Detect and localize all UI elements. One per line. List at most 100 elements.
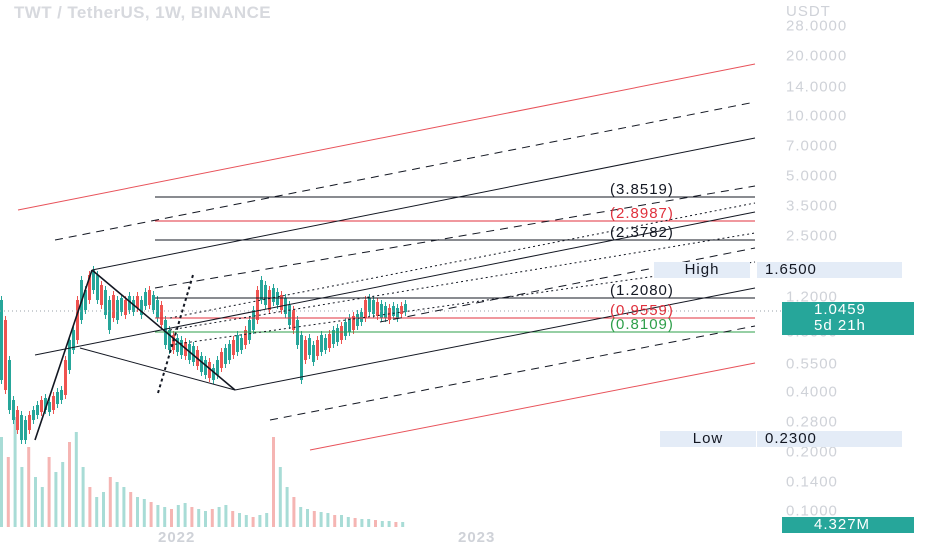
candle-body — [208, 362, 211, 378]
dashed-lower — [269, 325, 756, 421]
candle-body — [348, 318, 351, 332]
volume-bar — [6, 457, 10, 527]
candle-body — [376, 302, 379, 316]
volume-bar — [238, 513, 241, 527]
candle-body — [368, 298, 371, 312]
low-label: Low — [660, 431, 756, 447]
volume-bar — [20, 467, 24, 527]
candle-body — [212, 368, 215, 380]
volume-bar — [367, 519, 371, 527]
candle-body — [352, 316, 355, 330]
candle-body — [264, 285, 267, 305]
y-tick-label: 0.2800 — [786, 413, 838, 431]
volume-bar — [68, 442, 71, 527]
channel-mid — [34, 211, 756, 356]
candle-body — [140, 300, 143, 315]
candle-body — [128, 296, 131, 310]
candle-body — [300, 335, 303, 380]
y-tick-label: 10.0000 — [786, 107, 848, 125]
volume-bar — [95, 497, 99, 527]
dashed-lower-2 — [379, 247, 756, 323]
fib-level-label: (3.8519) — [610, 181, 674, 198]
y-tick-label: 14.0000 — [786, 78, 848, 96]
candle-body — [304, 340, 307, 360]
volume-bar — [346, 517, 350, 527]
dashed-upper — [54, 101, 756, 241]
candle-body — [252, 310, 255, 330]
candle-body — [64, 360, 67, 395]
volume-bar — [210, 509, 214, 527]
candle-body — [20, 415, 23, 440]
candle-body — [68, 340, 71, 370]
volume-bar — [13, 417, 17, 527]
volume-bar — [61, 462, 65, 527]
volume-bar — [129, 492, 133, 527]
candle-body — [216, 360, 219, 375]
candle-body — [396, 308, 399, 318]
candle-body — [244, 330, 247, 345]
candle-body — [0, 300, 3, 380]
y-tick-label: 20.0000 — [786, 47, 848, 65]
candle-body — [24, 420, 27, 440]
candle-body — [120, 298, 123, 312]
dotted-1 — [169, 202, 756, 319]
candle-body — [124, 300, 127, 315]
volume-bar — [278, 467, 282, 527]
candle-body — [8, 360, 11, 410]
volume-bar — [88, 487, 92, 527]
candle-body — [96, 275, 99, 300]
fib-level-label: (2.8987) — [610, 205, 674, 222]
channel-top — [91, 137, 756, 271]
candle-body — [240, 338, 243, 350]
candle-body — [72, 330, 75, 350]
volume-bar — [142, 499, 146, 527]
volume-bar — [47, 457, 51, 527]
candle-body — [160, 305, 163, 325]
volume-bar — [108, 477, 112, 527]
candle-body — [152, 295, 155, 310]
candle-body — [204, 360, 207, 375]
candle-body — [168, 330, 171, 350]
fib-level-lines — [0, 196, 782, 333]
candle-body — [48, 402, 51, 412]
candle-body — [316, 340, 319, 356]
pivot-line-down — [91, 269, 236, 391]
volume-bar — [306, 509, 309, 527]
candle-body — [344, 322, 347, 336]
candle-body — [4, 320, 7, 390]
candle-body — [312, 345, 315, 362]
candle-body — [36, 405, 39, 415]
y-tick-label: 0.1400 — [786, 473, 838, 491]
candlesticks — [0, 266, 407, 444]
volume-bar — [197, 509, 201, 527]
volume-bar — [0, 437, 3, 527]
volume-bar — [387, 521, 391, 527]
high-value: 1.6500 — [757, 262, 902, 278]
pivot-line-up — [34, 269, 93, 441]
trend-break — [157, 274, 194, 394]
candle-body — [116, 300, 119, 320]
current-price-badge: 1.0459 5d 21h — [782, 302, 914, 335]
pitchfork-drawing — [17, 63, 756, 451]
volume-badge: 4.327M — [782, 517, 914, 533]
y-tick-label: 3.5000 — [786, 197, 838, 215]
volume-bar — [217, 507, 221, 527]
candle-body — [56, 392, 59, 404]
volume-bar — [224, 505, 228, 527]
volume-bar — [265, 513, 269, 527]
volume-bar — [380, 521, 384, 527]
volume-bar — [299, 507, 303, 527]
candle-body — [392, 306, 395, 316]
candle-body — [12, 400, 15, 420]
candle-body — [328, 334, 331, 348]
volume-bar — [204, 511, 207, 527]
volume-bar — [394, 522, 398, 527]
candle-body — [360, 312, 363, 322]
candle-body — [372, 300, 375, 314]
candle-body — [180, 340, 183, 355]
y-tick-label: 0.1000 — [786, 502, 838, 520]
candle-body — [144, 292, 147, 306]
x-tick-label: 2022 — [158, 529, 196, 546]
volume-bar — [149, 502, 153, 527]
